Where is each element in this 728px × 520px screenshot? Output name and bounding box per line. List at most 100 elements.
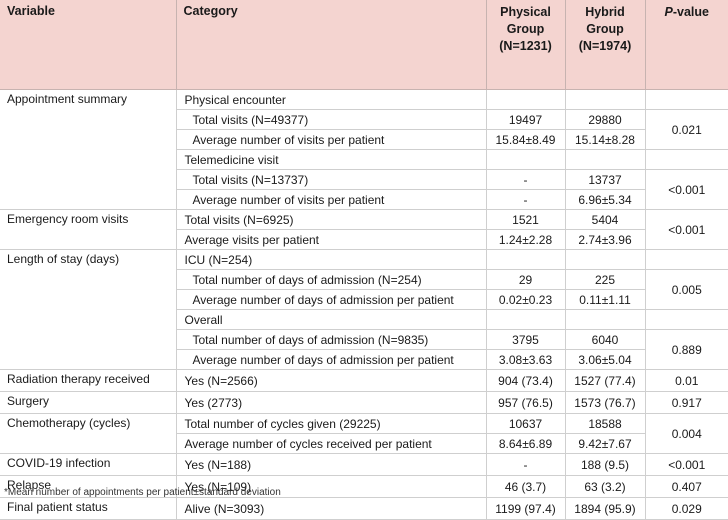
variable-cell: Radiation therapy received — [0, 369, 177, 392]
physical-cell — [485, 89, 566, 110]
variable-cell: Surgery — [0, 391, 177, 414]
hybrid-cell — [564, 249, 646, 270]
category-cell: Average number of visits per patient — [175, 189, 487, 210]
p-value-cell: <0.001 — [644, 453, 728, 476]
category-cell: Total number of cycles given (29225) — [175, 413, 487, 434]
category-cell: Yes (N=2566) — [175, 369, 487, 392]
table-row: Radiation therapy received Yes (N=2566) … — [0, 369, 728, 392]
physical-cell — [485, 309, 566, 330]
hybrid-cell — [564, 309, 646, 330]
physical-cell: 29 — [485, 269, 566, 290]
hybrid-cell: 3.06±5.04 — [564, 349, 646, 370]
p-value-cell: <0.001 — [644, 209, 728, 250]
hybrid-cell: 63 (3.2) — [564, 475, 646, 498]
physical-cell: 957 (76.5) — [485, 391, 566, 414]
table-row: Chemotherapy (cycles) Total number of cy… — [0, 413, 728, 454]
header-physical-line2: Group — [506, 22, 545, 36]
p-value-cell: 0.01 — [644, 369, 728, 392]
p-value-cell: 0.889 — [644, 329, 728, 370]
header-variable: Variable — [0, 0, 177, 90]
header-physical-line1: Physical — [500, 5, 551, 19]
hybrid-cell: 29880 — [564, 109, 646, 130]
hybrid-cell: 6040 — [564, 329, 646, 350]
table-row: Surgery Yes (2773) 957 (76.5) 1573 (76.7… — [0, 391, 728, 414]
category-cell: Average number of visits per patient — [175, 129, 487, 150]
table-row: Average number of visits per patient 15.… — [0, 129, 728, 150]
table-row: Total number of days of admission (N=983… — [0, 329, 728, 370]
physical-cell: 46 (3.7) — [485, 475, 566, 498]
hybrid-cell: 15.14±8.28 — [564, 129, 646, 150]
table-row: Average number of days of admission per … — [0, 289, 728, 310]
p-value-cell: 0.407 — [644, 475, 728, 498]
category-cell: Average visits per patient — [175, 229, 487, 250]
variable-cell: Appointment summary — [0, 89, 177, 210]
variable-cell: Relapse — [0, 475, 177, 498]
p-value-cell: 0.004 — [644, 413, 728, 454]
physical-cell: - — [485, 453, 566, 476]
hybrid-cell: 1527 (77.4) — [564, 369, 646, 392]
physical-cell: 0.02±0.23 — [485, 289, 566, 310]
header-category: Category — [175, 0, 487, 90]
table-row: Length of stay (days) ICU (N=254) — [0, 249, 728, 370]
hybrid-cell — [564, 89, 646, 110]
header-physical-group: Physical Group (N=1231) — [485, 0, 566, 90]
category-cell: Total number of days of admission (N=254… — [175, 269, 487, 290]
header-physical-line3: (N=1231) — [499, 39, 552, 53]
p-value-cell: <0.001 — [644, 169, 728, 210]
header-hybrid-group: Hybrid Group (N=1974) — [564, 0, 646, 90]
physical-cell: 8.64±6.89 — [485, 433, 566, 454]
table-footnote: *Mean number of appointments per patient… — [4, 487, 281, 498]
category-cell: Yes (2773) — [175, 391, 487, 414]
hybrid-cell: 2.74±3.96 — [564, 229, 646, 250]
category-cell: Overall — [175, 309, 487, 330]
header-hybrid-line1: Hybrid — [585, 5, 625, 19]
table-row: Overall — [0, 309, 728, 330]
variable-cell: Length of stay (days) — [0, 249, 177, 370]
hybrid-cell: 6.96±5.34 — [564, 189, 646, 210]
category-cell: Average number of days of admission per … — [175, 349, 487, 370]
hybrid-cell: 5404 — [564, 209, 646, 230]
physical-cell — [485, 249, 566, 270]
category-cell: ICU (N=254) — [175, 249, 487, 270]
physical-cell: 3.08±3.63 — [485, 349, 566, 370]
table-row: Total visits (N=49377) 19497 29880 0.021 — [0, 109, 728, 150]
table-row: Appointment summary Physical encounter — [0, 89, 728, 210]
physical-cell: 3795 — [485, 329, 566, 350]
hybrid-cell: 18588 — [564, 413, 646, 434]
physical-cell — [485, 149, 566, 170]
p-value-cell: 0.917 — [644, 391, 728, 414]
physical-cell: - — [485, 169, 566, 190]
table-row: Average number of visits per patient - 6… — [0, 189, 728, 210]
p-value-cell — [644, 149, 728, 170]
p-value-cell: 0.021 — [644, 109, 728, 150]
header-hybrid-line2: Group — [586, 22, 624, 36]
category-cell: Yes (N=188) — [175, 453, 487, 476]
hybrid-cell: 188 (9.5) — [564, 453, 646, 476]
header-p-italic: P — [664, 5, 673, 19]
category-cell: Total visits (N=49377) — [175, 109, 487, 130]
hybrid-cell: 9.42±7.67 — [564, 433, 646, 454]
category-cell: Average number of days of admission per … — [175, 289, 487, 310]
table-row: COVID-19 infection Yes (N=188) - 188 (9.… — [0, 453, 728, 476]
table-row: Average number of cycles received per pa… — [0, 433, 728, 454]
physical-cell: - — [485, 189, 566, 210]
p-value-cell — [644, 89, 728, 110]
header-row: Variable Category Physical Group (N=1231… — [0, 0, 728, 90]
physical-cell: 19497 — [485, 109, 566, 130]
category-cell: Total visits (N=6925) — [175, 209, 487, 230]
physical-cell: 904 (73.4) — [485, 369, 566, 392]
p-value-cell — [644, 309, 728, 330]
category-cell: Telemedicine visit — [175, 149, 487, 170]
hybrid-cell: 225 — [564, 269, 646, 290]
hybrid-cell: 1573 (76.7) — [564, 391, 646, 414]
hybrid-cell: 0.11±1.11 — [564, 289, 646, 310]
p-value-cell: 0.005 — [644, 269, 728, 310]
header-hybrid-line3: (N=1974) — [578, 39, 632, 53]
category-cell: Physical encounter — [175, 89, 487, 110]
physical-cell: 15.84±8.49 — [485, 129, 566, 150]
table-row: Emergency room visits Total visits (N=69… — [0, 209, 728, 250]
table-row: Average number of days of admission per … — [0, 349, 728, 370]
variable-cell: COVID-19 infection — [0, 453, 177, 476]
variable-cell: Chemotherapy (cycles) — [0, 413, 177, 454]
